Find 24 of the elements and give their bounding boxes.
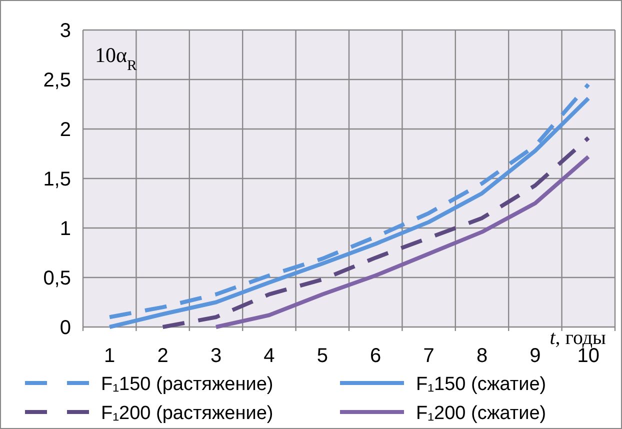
y-tick-label: 1,5: [43, 168, 71, 190]
legend-label: F₁200 (растяжение): [101, 403, 274, 424]
x-tick-label: 4: [264, 345, 275, 367]
x-tick-label: 3: [210, 345, 222, 367]
y-tick-label: 1: [60, 218, 71, 240]
legend-label: F₁150 (растяжение): [101, 374, 274, 395]
x-tick-label: 7: [423, 345, 434, 367]
y-tick-label: 2,5: [43, 70, 71, 92]
y-tick-label: 2: [60, 119, 71, 141]
legend-label: F₁150 (сжатие): [416, 374, 546, 395]
y-tick-label: 0,5: [43, 268, 71, 290]
legend-label: F₁200 (сжатие): [416, 403, 546, 424]
x-tick-label: 1: [104, 345, 116, 367]
x-tick-label: 8: [476, 345, 488, 367]
x-axis-title: t, годы: [550, 327, 606, 349]
y-axis-title: 10α$_{R}$: [95, 43, 138, 74]
x-tick-label: 6: [370, 345, 382, 367]
x-tick-label: 2: [157, 345, 168, 367]
line-series: [160, 136, 590, 329]
y-tick-label: 0: [60, 317, 71, 339]
line-series: [214, 154, 590, 329]
x-tick-label: 9: [530, 345, 541, 367]
y-tick-label: 3: [60, 20, 71, 42]
x-tick-label: 5: [316, 345, 328, 367]
